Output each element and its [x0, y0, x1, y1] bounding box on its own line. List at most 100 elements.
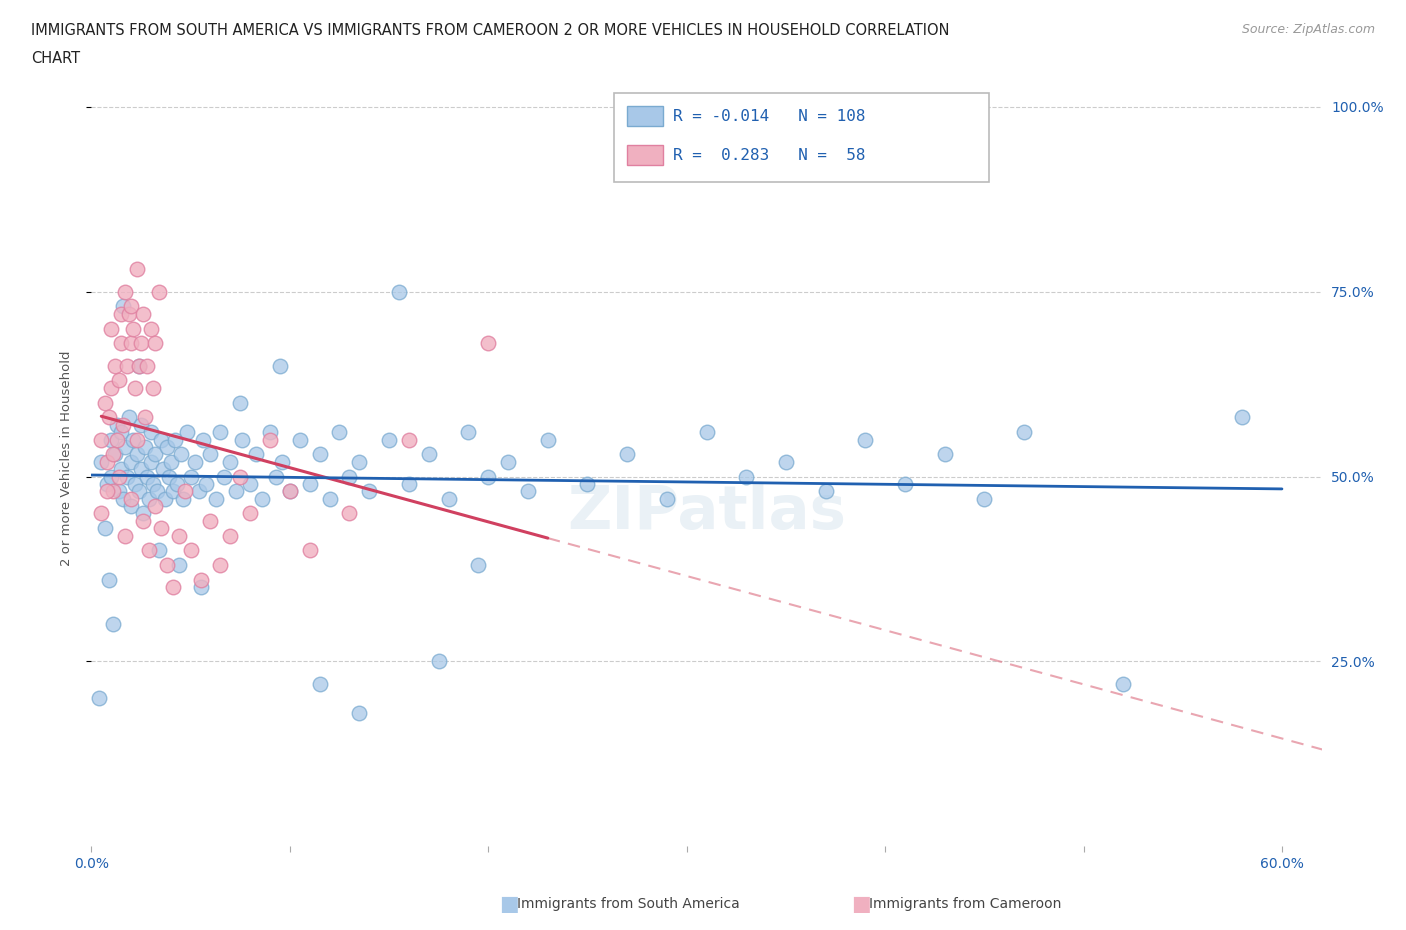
Point — [388, 285, 411, 299]
Point — [259, 432, 281, 447]
Point — [115, 469, 138, 484]
Point — [114, 528, 136, 543]
Point — [148, 285, 170, 299]
Point — [200, 447, 222, 462]
Point — [103, 447, 125, 462]
Point — [378, 432, 401, 447]
Point — [90, 454, 112, 469]
Point — [894, 476, 917, 491]
Point — [112, 491, 135, 506]
Point — [115, 358, 138, 373]
Point — [120, 498, 142, 513]
Point — [308, 447, 330, 462]
Point — [138, 491, 160, 506]
Point — [270, 454, 292, 469]
Point — [149, 432, 172, 447]
Point — [132, 306, 155, 321]
Point — [269, 358, 291, 373]
Point — [128, 358, 150, 373]
Point — [122, 321, 145, 336]
Point — [103, 617, 125, 631]
Point — [259, 425, 281, 440]
Point — [516, 484, 538, 498]
Point — [129, 461, 152, 476]
Text: ■: ■ — [851, 894, 870, 914]
Point — [114, 440, 136, 455]
Point — [195, 476, 218, 491]
Point — [655, 491, 678, 506]
Point — [229, 395, 252, 410]
Point — [156, 558, 179, 573]
Point — [118, 306, 141, 321]
Point — [418, 447, 440, 462]
Point — [96, 476, 118, 491]
Bar — [627, 106, 664, 126]
Point — [118, 410, 141, 425]
Point — [100, 432, 122, 447]
Point — [96, 484, 118, 498]
Point — [209, 425, 232, 440]
Point — [695, 425, 717, 440]
Point — [349, 706, 371, 721]
Point — [103, 484, 125, 498]
Text: Immigrants from South America: Immigrants from South America — [517, 897, 740, 911]
Point — [219, 528, 242, 543]
Point — [110, 461, 132, 476]
Point — [231, 432, 253, 447]
Point — [157, 469, 180, 484]
Point — [108, 484, 131, 498]
Point — [134, 410, 156, 425]
Point — [190, 580, 212, 595]
Point — [100, 469, 122, 484]
Point — [162, 484, 184, 498]
Point — [112, 299, 135, 313]
Point — [183, 454, 205, 469]
Point — [90, 432, 112, 447]
Point — [162, 580, 184, 595]
Text: R = -0.014   N = 108: R = -0.014 N = 108 — [673, 109, 866, 124]
Point — [467, 558, 489, 573]
Point — [934, 447, 956, 462]
Point — [89, 691, 111, 706]
Point — [146, 484, 169, 498]
Point — [124, 380, 146, 395]
Point — [128, 358, 150, 373]
Point — [250, 491, 273, 506]
Text: IMMIGRANTS FROM SOUTH AMERICA VS IMMIGRANTS FROM CAMEROON 2 OR MORE VEHICLES IN : IMMIGRANTS FROM SOUTH AMERICA VS IMMIGRA… — [31, 23, 949, 38]
Point — [187, 484, 209, 498]
Point — [98, 573, 121, 588]
Point — [288, 432, 311, 447]
Point — [159, 454, 181, 469]
Point — [775, 454, 797, 469]
Point — [457, 425, 479, 440]
Point — [328, 425, 350, 440]
Point — [139, 321, 162, 336]
Point — [142, 476, 165, 491]
Point — [180, 469, 202, 484]
Point — [132, 513, 155, 528]
Bar — [627, 145, 664, 166]
Point — [298, 476, 321, 491]
Point — [129, 418, 152, 432]
Point — [125, 447, 148, 462]
Point — [537, 432, 560, 447]
Point — [173, 484, 195, 498]
Point — [359, 484, 381, 498]
Point — [125, 262, 148, 277]
Point — [143, 498, 166, 513]
Point — [149, 521, 172, 536]
Point — [398, 432, 420, 447]
Point — [176, 425, 198, 440]
Point — [110, 336, 132, 351]
Point — [166, 476, 188, 491]
Point — [180, 543, 202, 558]
Point — [298, 543, 321, 558]
Point — [278, 484, 301, 498]
Point — [318, 491, 340, 506]
Point — [1232, 410, 1254, 425]
Point — [124, 476, 146, 491]
Point — [337, 469, 360, 484]
Point — [214, 469, 236, 484]
Point — [1012, 425, 1035, 440]
Point — [163, 432, 186, 447]
